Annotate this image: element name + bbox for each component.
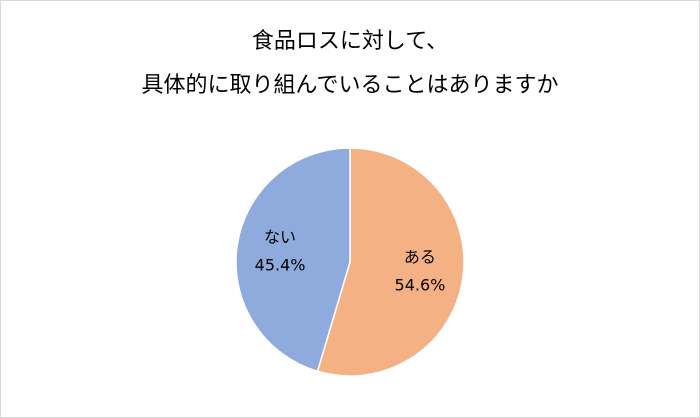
chart-title: 具体的に取り組んでいることはありますか [142, 73, 559, 98]
pie-slice [316, 147, 465, 377]
slice-value-label: 45.4% [255, 255, 306, 274]
slice-category-label: ない [264, 227, 296, 246]
slice-value-label: 54.6% [395, 276, 446, 295]
slice-category-label: ある [404, 248, 436, 267]
chart-title: 食品ロスに対して、 [252, 29, 448, 54]
pie-slice [235, 147, 351, 373]
